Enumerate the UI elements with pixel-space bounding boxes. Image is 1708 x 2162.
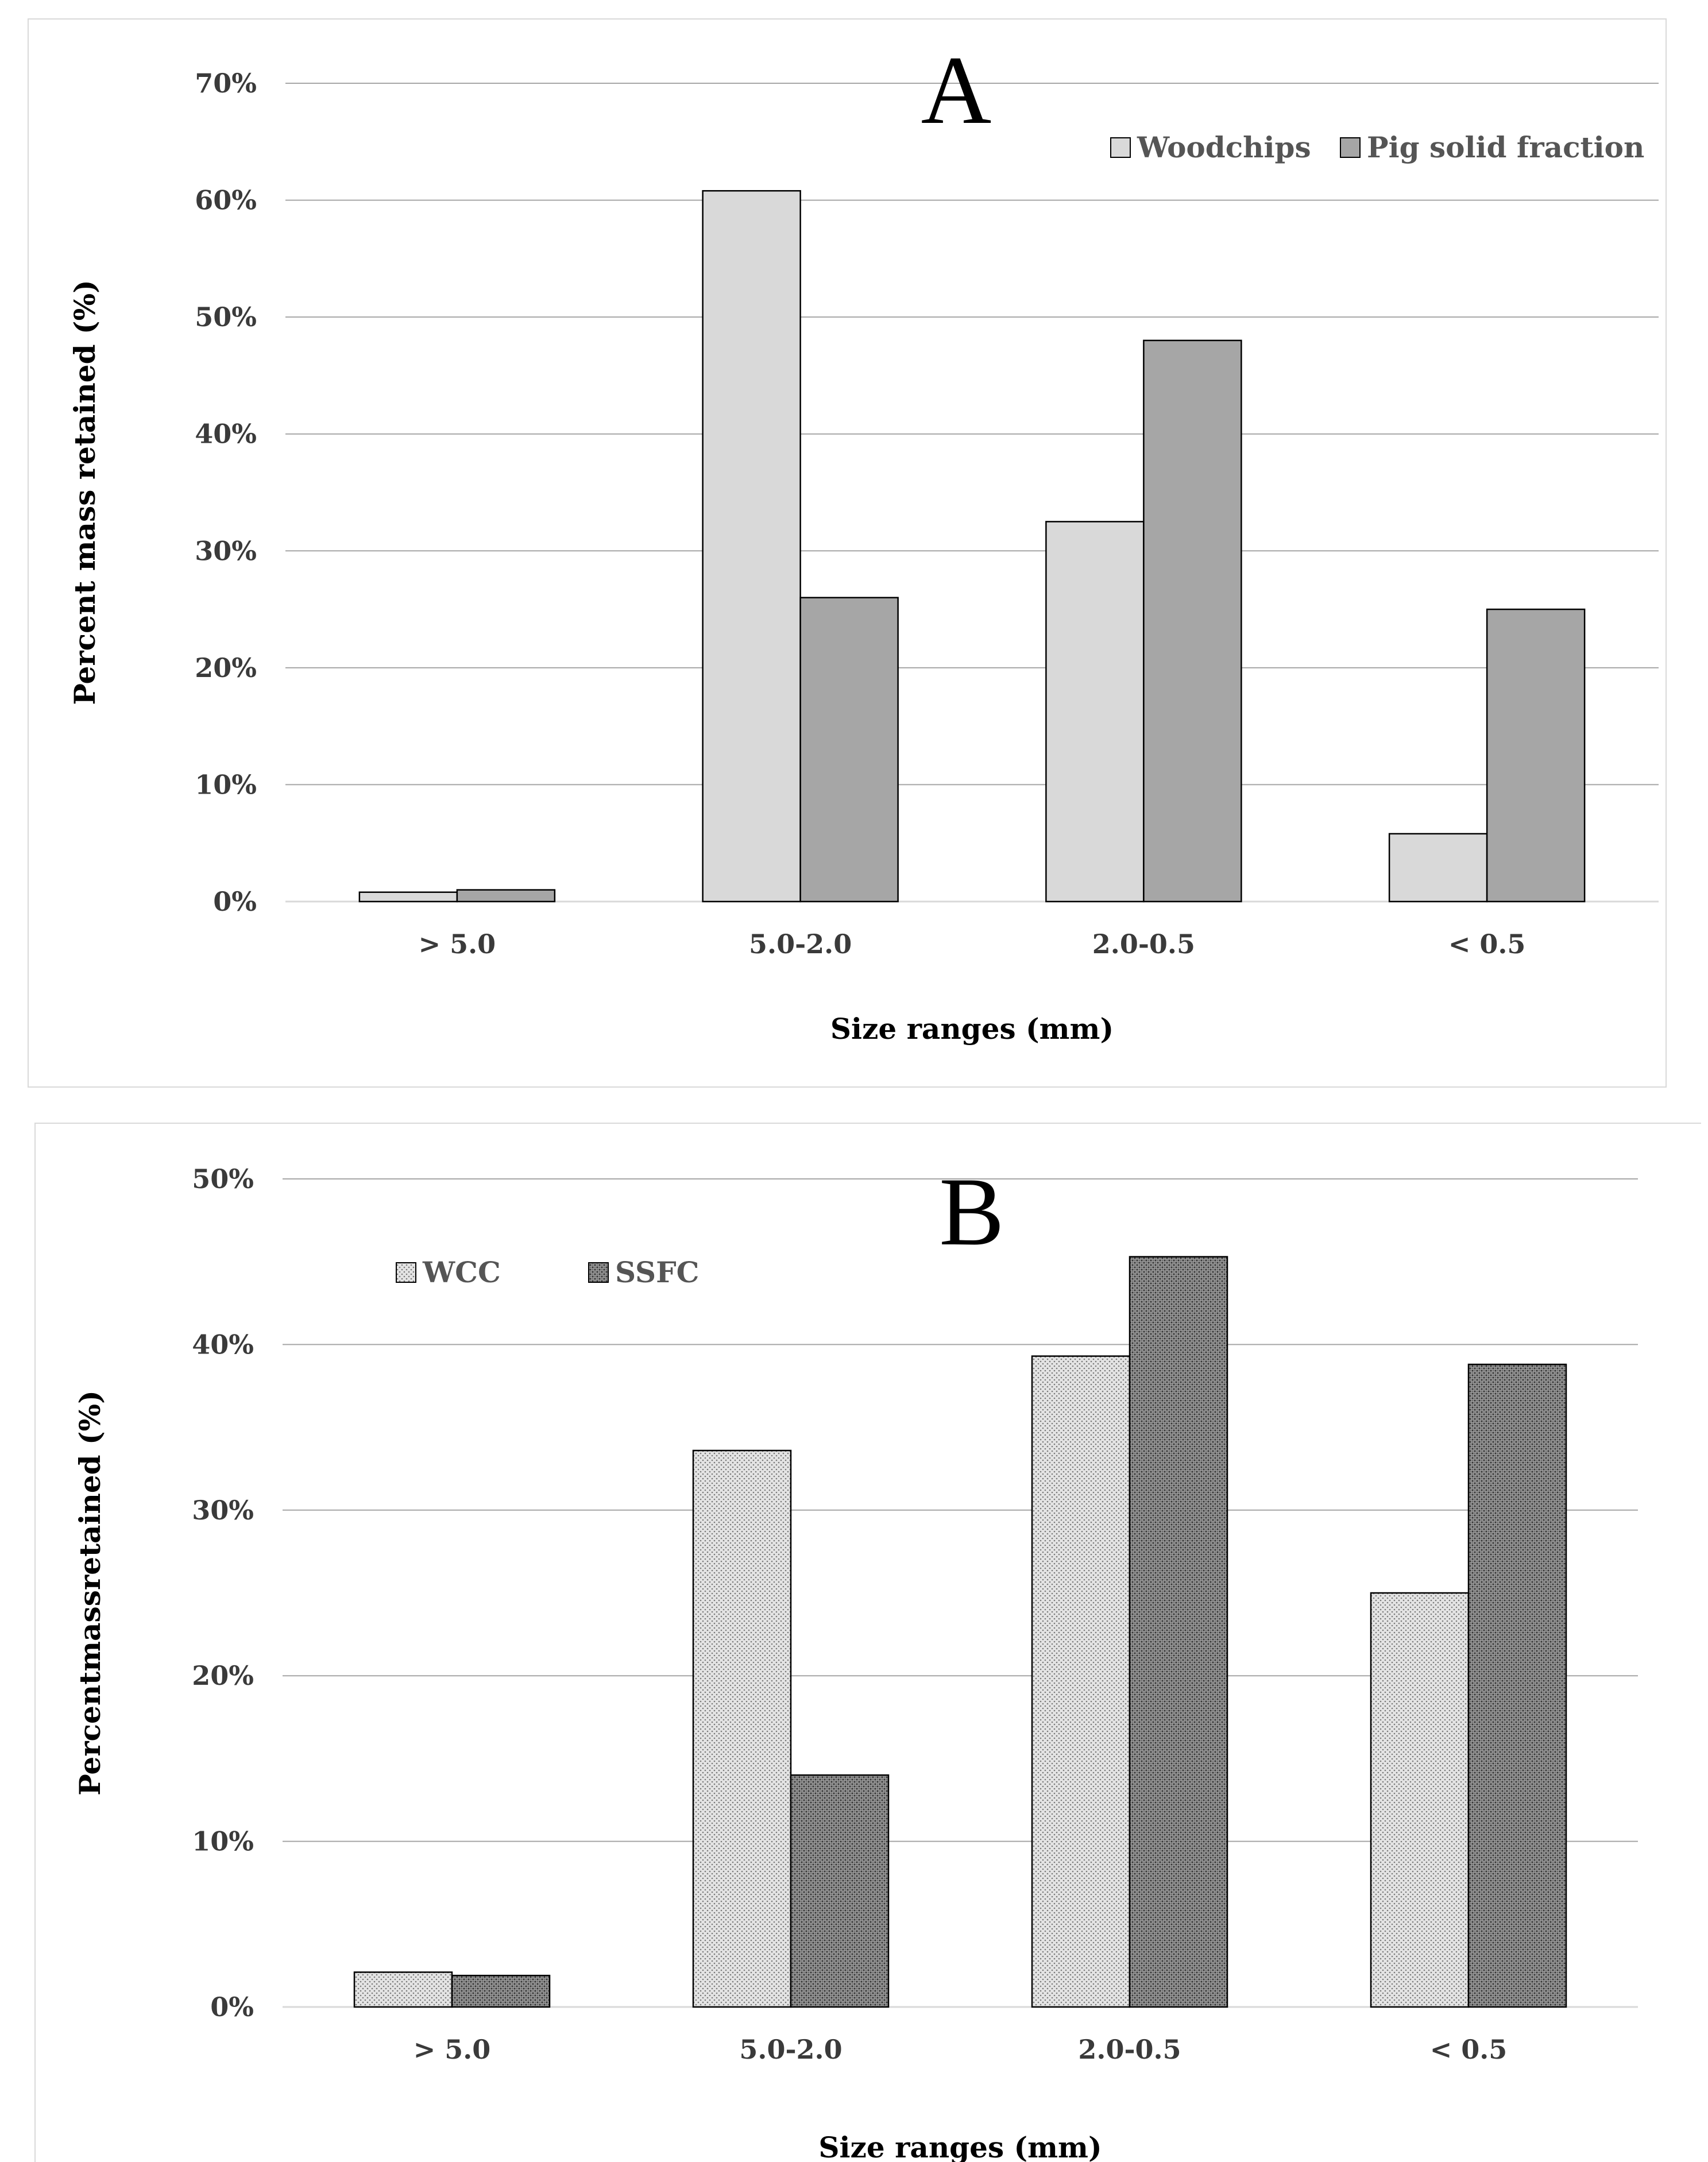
bar-a-0-1 (702, 190, 801, 903)
legend-label: Woodchips (1137, 130, 1311, 164)
x-tick-label: 2.0-0.5 (1078, 2034, 1181, 2065)
x-tick-label: > 5.0 (414, 2034, 491, 2065)
x-tick-label: 2.0-0.5 (1092, 929, 1195, 960)
y-tick-label: 30% (192, 1495, 254, 1526)
x-tick-label: < 0.5 (1448, 929, 1526, 960)
x-tick-label: 5.0-2.0 (739, 2034, 842, 2065)
y-tick-label: 40% (195, 419, 257, 450)
y-tick-label: 50% (192, 1163, 254, 1194)
y-tick-label: 20% (195, 652, 257, 683)
x-tick-label: > 5.0 (419, 929, 496, 960)
y-axis-title: Percentmassretained (%) (73, 1390, 107, 1796)
y-tick-label: 50% (195, 301, 257, 332)
y-tick-label: 0% (213, 886, 257, 917)
legend-swatch (588, 1262, 609, 1283)
panel-label: B (939, 1158, 1004, 1266)
chart-panel-a: 0% 10% 20% 30% 40% 50% 60% 70% > 5.0 5.0-2.0 2.0-0… (28, 18, 1667, 1088)
bar-chart-b: 0% 10% 20% 30% 40% 50% > 5.0 5.0-2.0 2.0-0.5 < 0.… (73, 1158, 1638, 2162)
y-tick-label: 40% (192, 1329, 254, 1360)
bar-b-1-3 (1467, 1363, 1567, 2008)
bar-a-0-0 (358, 891, 458, 903)
bar-b-0-0 (353, 1971, 453, 2008)
bar-b-0-3 (1370, 1592, 1470, 2008)
bar-a-1-2 (1143, 339, 1242, 903)
legend-label: Pig solid fraction (1367, 130, 1644, 164)
x-axis-title: Size ranges (mm) (830, 1012, 1114, 1046)
bar-b-1-0 (451, 1974, 551, 2008)
bar-b-1-2 (1129, 1256, 1228, 2008)
legend-swatch (396, 1262, 416, 1283)
bar-a-1-3 (1486, 608, 1586, 903)
y-tick-label: 0% (210, 1991, 254, 2022)
y-tick-label: 30% (195, 535, 257, 566)
bar-a-0-3 (1388, 833, 1488, 903)
chart-panel-b: 0% 10% 20% 30% 40% 50% > 5.0 5.0-2.0 2.0-0.5 < 0.… (34, 1123, 1701, 2162)
bar-b-0-1 (692, 1449, 792, 2008)
bar-b-0-2 (1031, 1355, 1131, 2008)
legend-label: WCC (422, 1255, 501, 1289)
y-tick-label: 20% (192, 1660, 254, 1691)
x-tick-label: < 0.5 (1430, 2034, 1508, 2065)
panel-label: A (921, 36, 992, 144)
x-axis-title: Size ranges (mm) (818, 2130, 1102, 2162)
bar-b-1-1 (790, 1774, 890, 2008)
x-tick-label: 5.0-2.0 (749, 929, 852, 960)
y-tick-label: 60% (195, 185, 257, 216)
y-tick-label: 70% (195, 68, 257, 99)
bar-chart-a: 0% 10% 20% 30% 40% 50% 60% 70% > 5.0 5.0-2.0 2.0-0… (68, 36, 1659, 1046)
bar-a-0-2 (1045, 521, 1145, 903)
bar-a-1-1 (799, 597, 899, 903)
y-axis-title: Percent mass retained (%) (68, 280, 102, 705)
legend-swatch (1340, 137, 1361, 158)
y-tick-label: 10% (192, 1826, 254, 1857)
legend-swatch (1110, 137, 1131, 158)
y-tick-label: 10% (195, 769, 257, 800)
legend-label: SSFC (615, 1255, 699, 1289)
bar-a-1-0 (456, 889, 556, 903)
